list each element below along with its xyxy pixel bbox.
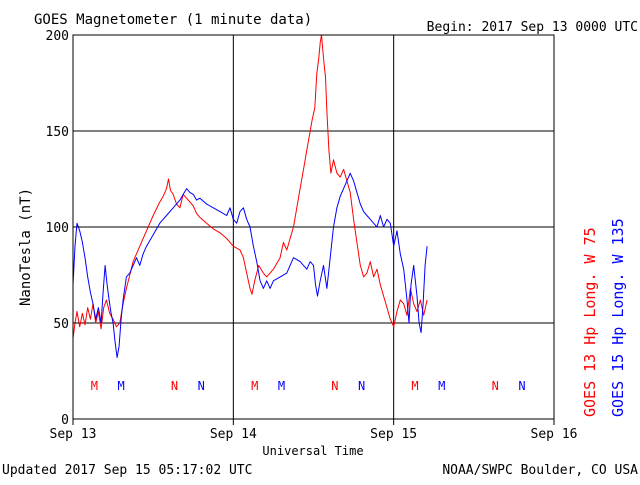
plot-frame	[72, 34, 555, 420]
noon-marker: N	[171, 379, 178, 393]
x-tick-label: Sep 16	[531, 427, 578, 442]
series-lines	[72, 34, 428, 359]
legend-goes13: GOES 13 Hp Long. W 75	[581, 227, 599, 417]
midnight-marker: M	[251, 379, 258, 393]
noon-marker: N	[198, 379, 205, 393]
noon-marker: N	[492, 379, 499, 393]
y-tick-label: 150	[46, 125, 69, 140]
midnight-marker: M	[438, 379, 445, 393]
y-tick-label: 100	[46, 221, 69, 236]
chart-title: GOES Magnetometer (1 minute data)	[34, 12, 312, 28]
noon-marker: N	[358, 379, 365, 393]
midnight-marker: M	[91, 379, 98, 393]
y-axis-label: NanoTesla (nT)	[18, 188, 34, 306]
goes15-series-line	[72, 172, 428, 359]
goes13-series-line	[72, 34, 428, 339]
x-axis-label: Universal Time	[262, 444, 363, 458]
x-tick-label: Sep 14	[210, 427, 257, 442]
x-tick-label: Sep 15	[370, 427, 417, 442]
y-tick-label: 0	[61, 413, 69, 428]
midnight-marker: M	[117, 379, 124, 393]
updated-timestamp: Updated 2017 Sep 15 05:17:02 UTC	[2, 463, 252, 478]
grid-lines	[73, 35, 554, 419]
midnight-marker: M	[411, 379, 418, 393]
y-tick-label: 50	[53, 317, 69, 332]
midnight-marker: M	[278, 379, 285, 393]
x-tick-label: Sep 13	[50, 427, 97, 442]
axis-ticks: 0 50 100 150 200 Sep 13 Sep 14 Sep 15 Sep 16	[46, 29, 578, 442]
noon-marker: N	[331, 379, 338, 393]
noaa-credit: NOAA/SWPC Boulder, CO USA	[442, 463, 638, 478]
legend-goes15: GOES 15 Hp Long. W 135	[609, 218, 627, 417]
begin-time-label: Begin: 2017 Sep 13 0000 UTC	[427, 20, 638, 35]
y-tick-label: 200	[46, 29, 69, 44]
noon-marker: N	[518, 379, 525, 393]
